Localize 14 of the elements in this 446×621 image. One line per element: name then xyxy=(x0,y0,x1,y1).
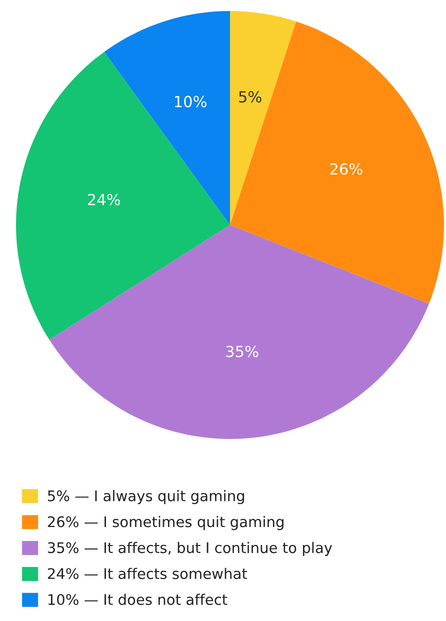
data-label: 26% xyxy=(330,163,362,175)
data-label: 10% xyxy=(175,96,206,108)
legend-label: 26% — I sometimes quit gaming xyxy=(48,516,284,530)
legend-label: 5% — I always quit gaming xyxy=(48,490,244,504)
legend-label: 35% — It affects, but I continue to play xyxy=(48,542,332,556)
pie-slice xyxy=(230,11,296,225)
pie-slice xyxy=(49,225,429,439)
data-label: 5% xyxy=(239,91,262,103)
legend-label: 24% — It affects somewhat xyxy=(48,568,248,580)
data-label: 35% xyxy=(226,346,258,358)
pie-slice xyxy=(230,21,444,304)
legend-label: 10% — It does not affect xyxy=(48,594,228,606)
data-label: 24% xyxy=(88,194,120,206)
pie-slice xyxy=(16,52,230,340)
